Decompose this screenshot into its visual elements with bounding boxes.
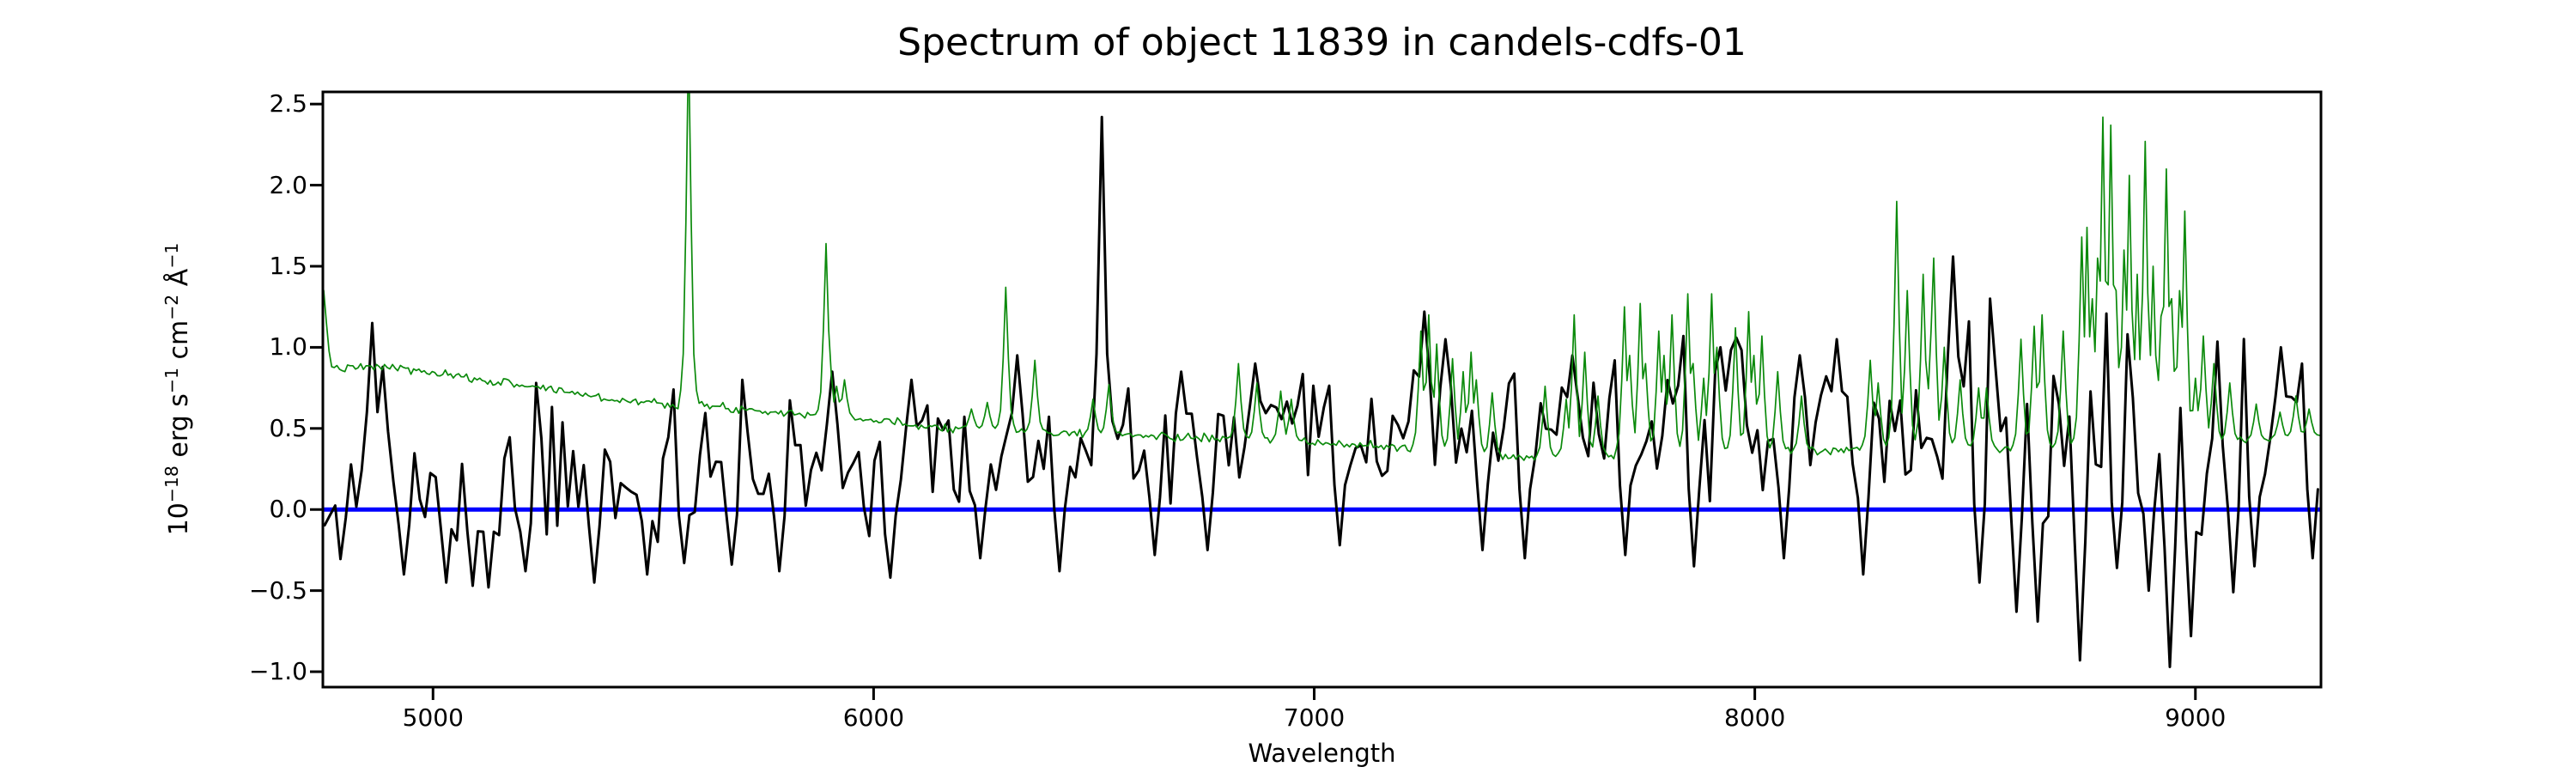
x-axis-label: Wavelength [1248, 739, 1396, 768]
y-axis-label: 10−18 erg s−1 cm−2 Å−1 [161, 243, 194, 536]
y-axis-label-superscript: −2 [161, 294, 182, 320]
y-tick-label: 1.5 [269, 251, 307, 280]
chart-title: Spectrum of object 11839 in candels-cdfs… [897, 21, 1747, 64]
y-axis-label-superscript: −18 [161, 466, 182, 503]
x-tick-label: 7000 [1283, 703, 1346, 732]
y-tick-label: 0.5 [269, 413, 307, 442]
noise-spectrum-line [323, 92, 2321, 461]
x-tick-label: 6000 [842, 703, 905, 732]
y-tick-label: 1.0 [269, 332, 307, 362]
y-tick-label: 0.0 [269, 495, 307, 524]
x-tick-label: 9000 [2165, 703, 2227, 732]
flux-spectrum-line [323, 115, 2319, 668]
axes-spines [321, 90, 2323, 689]
x-tick-label: 5000 [402, 703, 464, 732]
y-tick-label: 2.0 [269, 170, 307, 199]
y-tick-label: 2.5 [269, 89, 307, 119]
y-axis-label-superscript: −1 [161, 242, 182, 269]
y-tick-label: −1.0 [249, 657, 307, 686]
y-axis-label-superscript: −1 [161, 368, 182, 394]
x-tick-label: 8000 [1724, 703, 1786, 732]
y-tick-label: −0.5 [249, 575, 307, 605]
